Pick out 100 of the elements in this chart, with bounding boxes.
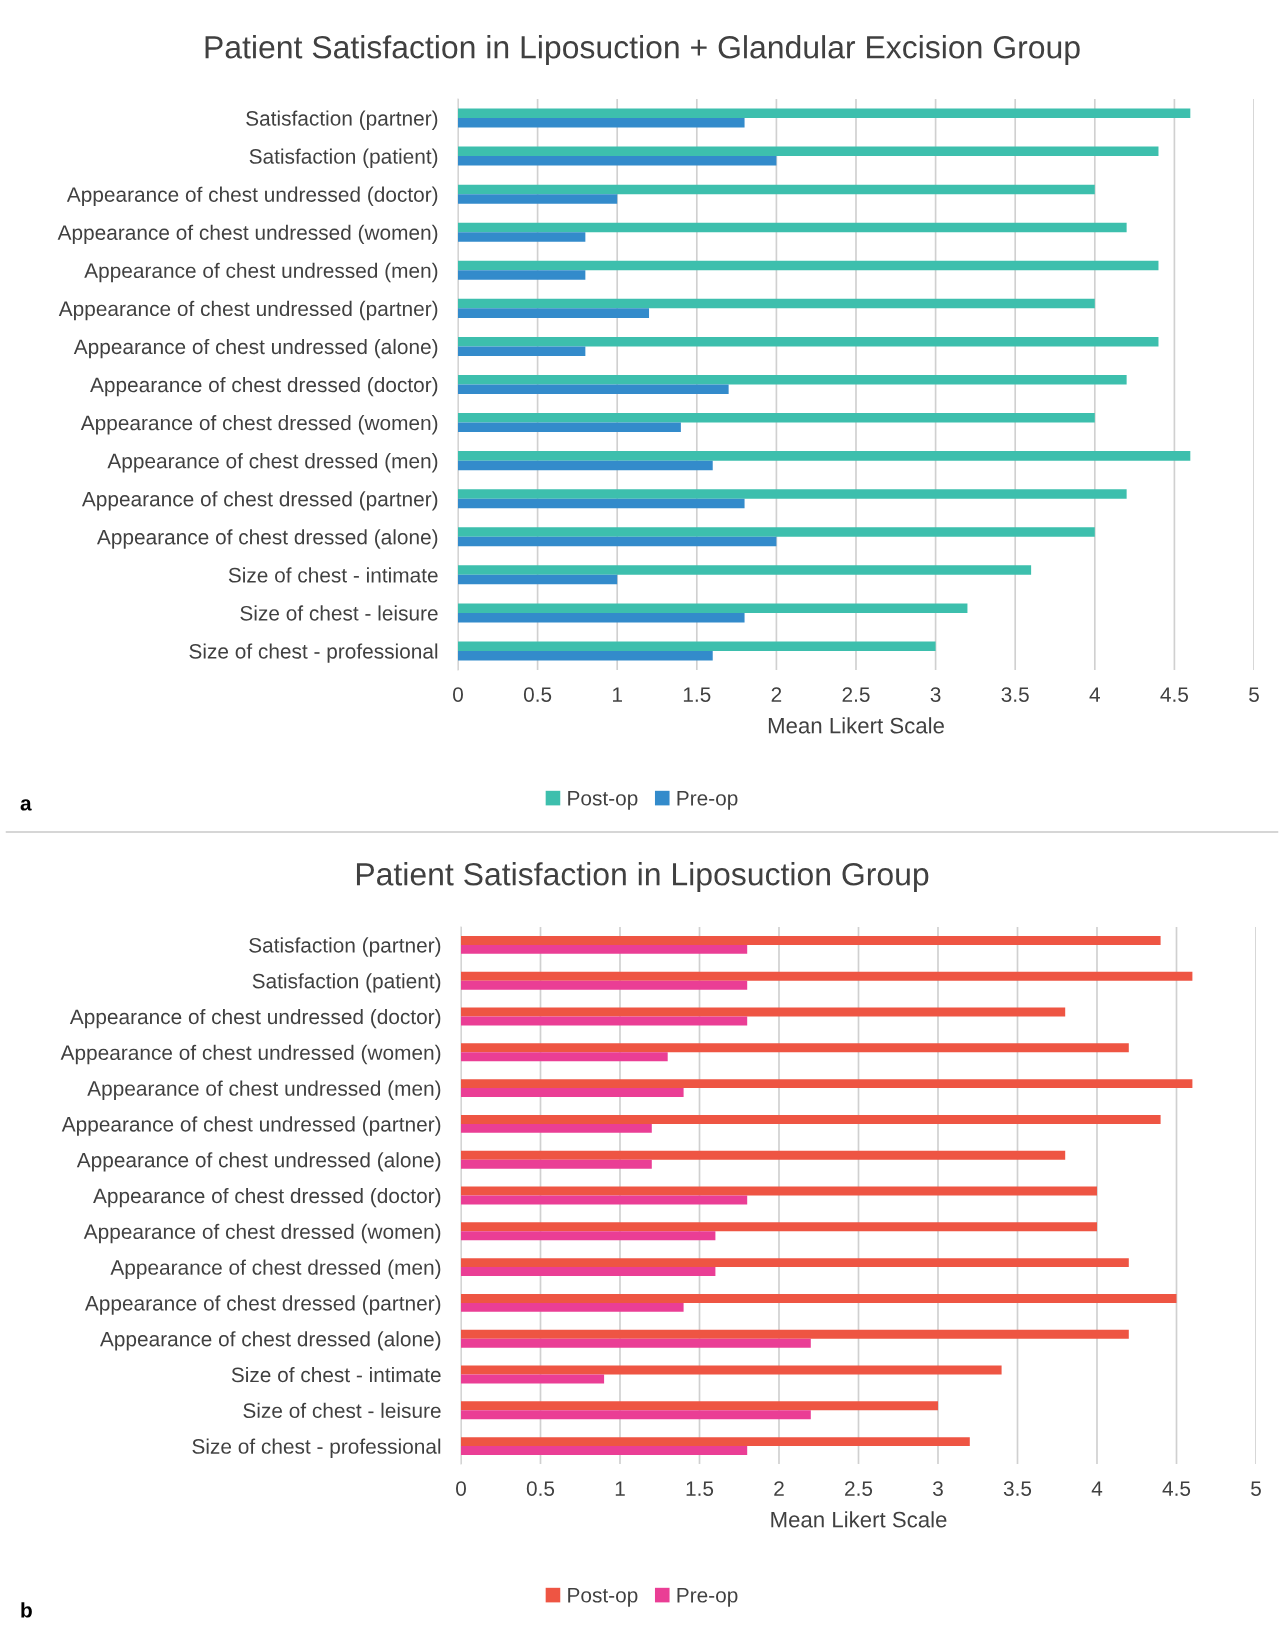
bar bbox=[461, 1267, 716, 1277]
bar bbox=[458, 336, 1159, 347]
bar bbox=[461, 1159, 652, 1169]
bar bbox=[461, 1401, 938, 1411]
bar bbox=[461, 1114, 1161, 1124]
bar bbox=[458, 574, 618, 585]
bar bbox=[458, 270, 586, 280]
bar bbox=[458, 194, 618, 204]
y-tick-label: Appearance of chest dressed (women) bbox=[80, 415, 438, 435]
y-tick-label: Appearance of chest dressed (partner) bbox=[81, 491, 438, 511]
bar bbox=[458, 222, 1127, 233]
bar bbox=[461, 980, 748, 990]
y-tick-label: Appearance of chest dressed (doctor) bbox=[90, 376, 438, 397]
y-tick-label: Appearance of chest dressed (women) bbox=[83, 1223, 441, 1244]
y-tick-label: Appearance of chest undressed (women) bbox=[57, 224, 438, 245]
x-tick-label: 5 bbox=[1251, 1481, 1261, 1496]
x-tick-label: 1.5 bbox=[686, 1481, 714, 1496]
y-tick-label: Size of chest - intimate bbox=[228, 567, 438, 583]
bar bbox=[461, 935, 1161, 945]
y-tick-label: Appearance of chest dressed (men) bbox=[110, 1259, 441, 1279]
bar bbox=[461, 1043, 1129, 1053]
bar bbox=[461, 971, 1193, 981]
bar bbox=[458, 612, 745, 623]
x-tick-label: 5 bbox=[1249, 687, 1259, 702]
bar bbox=[458, 308, 650, 318]
x-tick-label: 2.5 bbox=[845, 1481, 873, 1496]
bar bbox=[458, 298, 1095, 309]
y-tick-label: Appearance of chest undressed (alone) bbox=[73, 338, 438, 359]
y-tick-label: Appearance of chest undressed (men) bbox=[87, 1080, 441, 1100]
text: a bbox=[20, 799, 32, 811]
bar bbox=[461, 1016, 748, 1026]
y-tick-label: Appearance of chest undressed (doctor) bbox=[69, 1008, 441, 1029]
x-tick-label: 4.5 bbox=[1162, 1481, 1191, 1496]
bar bbox=[458, 603, 968, 613]
bar bbox=[461, 1338, 811, 1348]
x-tick-label: 1 bbox=[613, 687, 622, 702]
bar bbox=[458, 384, 729, 395]
x-tick-label: 0.5 bbox=[523, 687, 552, 702]
legend-label: Pre-op bbox=[677, 1588, 738, 1607]
bar bbox=[458, 413, 1095, 423]
bar bbox=[461, 1079, 1193, 1089]
bar bbox=[458, 565, 1032, 575]
bar bbox=[461, 1293, 1177, 1303]
y-tick-label: Satisfaction (partner) bbox=[246, 110, 438, 130]
y-tick-label: Size of chest - professional bbox=[192, 1438, 441, 1458]
x-tick-label: 0 bbox=[453, 687, 463, 702]
x-tick-label: 4.5 bbox=[1160, 687, 1189, 702]
y-tick-label: Satisfaction (patient) bbox=[252, 973, 441, 993]
bar bbox=[458, 232, 586, 242]
y-tick-label: Appearance of chest undressed (partner) bbox=[61, 1116, 441, 1136]
bar bbox=[461, 1186, 1097, 1196]
bar bbox=[458, 260, 1159, 271]
x-tick-label: 3 bbox=[930, 687, 941, 702]
bar bbox=[458, 489, 1127, 499]
y-tick-label: Appearance of chest dressed (doctor) bbox=[93, 1187, 441, 1208]
bar bbox=[458, 451, 1191, 461]
y-tick-label: Appearance of chest undressed (alone) bbox=[76, 1152, 441, 1172]
bar bbox=[458, 527, 1095, 537]
bar bbox=[458, 374, 1127, 385]
x-tick-label: 3.5 bbox=[1001, 687, 1029, 702]
bar bbox=[458, 422, 681, 433]
x-axis-title: Mean Likert Scale bbox=[768, 717, 944, 734]
bar bbox=[458, 146, 1159, 157]
x-tick-label: 1 bbox=[615, 1481, 625, 1496]
x-tick-label: 2 bbox=[771, 687, 782, 702]
y-tick-label: Appearance of chest undressed (doctor) bbox=[66, 186, 438, 207]
y-tick-label: Appearance of chest dressed (alone) bbox=[96, 529, 438, 549]
bar bbox=[461, 1410, 811, 1420]
bar bbox=[461, 1088, 684, 1098]
y-tick-label: Satisfaction (partner) bbox=[249, 937, 441, 957]
legend-label: Post-op bbox=[568, 791, 638, 810]
x-tick-label: 3.5 bbox=[1003, 1481, 1032, 1496]
y-tick-label: Appearance of chest dressed (men) bbox=[107, 453, 438, 473]
bar bbox=[458, 460, 713, 471]
bar bbox=[461, 1052, 668, 1062]
x-tick-label: 1.5 bbox=[683, 687, 711, 702]
bar bbox=[461, 1329, 1129, 1339]
x-tick-label: 0.5 bbox=[526, 1481, 555, 1496]
bar bbox=[461, 1437, 970, 1447]
bar bbox=[461, 1365, 1002, 1375]
bar bbox=[458, 650, 713, 661]
x-tick-label: 3 bbox=[933, 1481, 943, 1496]
bar bbox=[461, 1150, 1066, 1160]
bar bbox=[458, 156, 777, 166]
bar bbox=[461, 1258, 1129, 1268]
bar bbox=[461, 944, 748, 954]
y-tick-label: Appearance of chest undressed (women) bbox=[60, 1044, 441, 1065]
y-tick-label: Satisfaction (patient) bbox=[249, 148, 438, 168]
x-tick-label: 4 bbox=[1089, 687, 1100, 702]
bar bbox=[461, 1123, 652, 1133]
x-tick-label: 4 bbox=[1091, 1481, 1103, 1496]
bar bbox=[458, 641, 936, 651]
y-tick-label: Appearance of chest dressed (alone) bbox=[99, 1331, 441, 1351]
x-axis-title: Mean Likert Scale bbox=[771, 1511, 947, 1528]
bar bbox=[458, 536, 777, 547]
x-tick-label: 0 bbox=[456, 1481, 466, 1496]
chart-title: Patient Satisfaction in Liposuction + Glandular Excision Group bbox=[205, 35, 1080, 65]
bar bbox=[461, 1446, 748, 1456]
y-tick-label: Size of chest - leisure bbox=[240, 605, 438, 621]
bar bbox=[458, 498, 745, 509]
